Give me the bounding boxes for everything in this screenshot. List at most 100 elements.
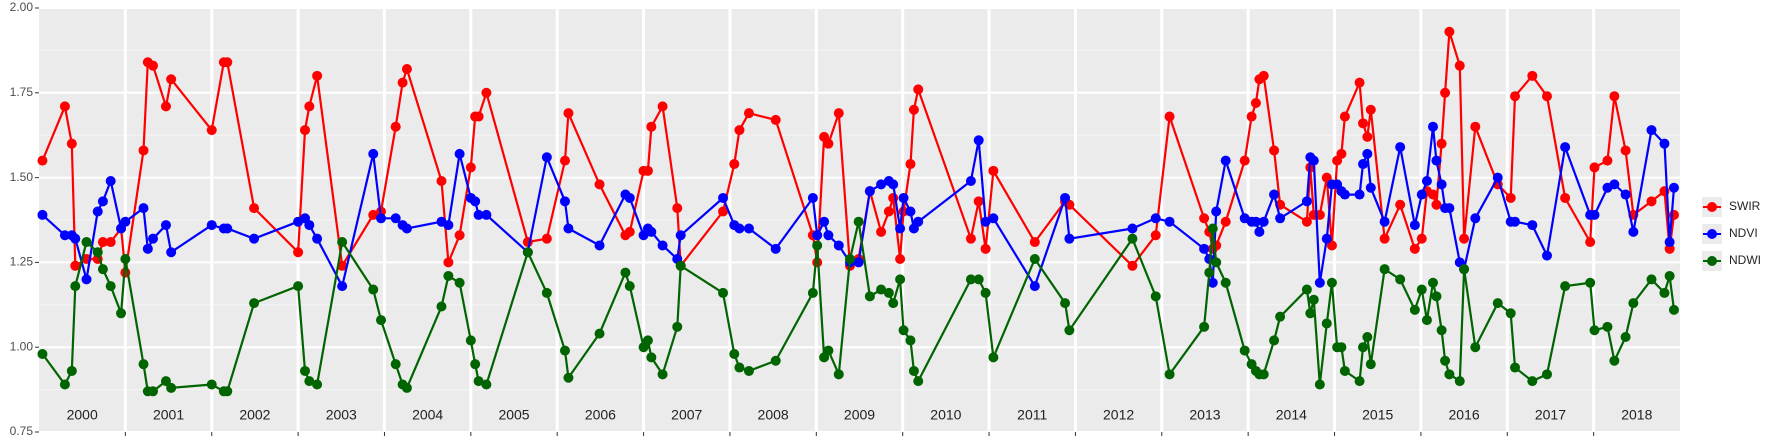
year-label: 2008 — [758, 407, 789, 423]
point — [1269, 189, 1280, 200]
point — [1609, 355, 1620, 366]
point — [368, 284, 379, 295]
point — [376, 213, 387, 224]
point — [368, 148, 379, 159]
point — [1207, 223, 1218, 234]
point — [337, 260, 348, 271]
point — [812, 230, 823, 241]
point — [397, 77, 408, 88]
y-tick-label: 0.75 — [10, 424, 34, 438]
point — [1199, 321, 1210, 332]
point — [1164, 216, 1175, 227]
point — [148, 233, 159, 244]
point — [1305, 308, 1316, 319]
point — [1379, 264, 1390, 275]
point — [1560, 192, 1571, 203]
point — [66, 365, 77, 376]
year-label: 2016 — [1449, 407, 1480, 423]
point — [1220, 216, 1231, 227]
point — [160, 220, 171, 231]
point — [166, 247, 177, 258]
point — [337, 281, 348, 292]
point — [1560, 281, 1571, 292]
point — [116, 308, 127, 319]
point — [1409, 243, 1420, 254]
point — [888, 179, 899, 190]
point — [718, 287, 729, 298]
point — [1029, 281, 1040, 292]
point — [1164, 111, 1175, 122]
point — [1365, 359, 1376, 370]
point — [1275, 213, 1286, 224]
point — [249, 298, 260, 309]
year-label: 2004 — [412, 407, 443, 423]
point — [1211, 206, 1222, 217]
point — [1646, 196, 1657, 207]
point — [293, 247, 304, 258]
point — [1365, 104, 1376, 115]
point — [1492, 298, 1503, 309]
point — [206, 125, 217, 136]
y-tick-label: 1.00 — [10, 339, 34, 353]
point — [1560, 142, 1571, 153]
point — [443, 270, 454, 281]
point — [97, 237, 108, 248]
point — [1339, 189, 1350, 200]
point — [905, 159, 916, 170]
point — [1427, 121, 1438, 132]
point — [853, 257, 864, 268]
point — [160, 101, 171, 112]
point — [97, 264, 108, 275]
point — [657, 101, 668, 112]
point — [1354, 189, 1365, 200]
point — [1459, 233, 1470, 244]
point — [1127, 260, 1138, 271]
point — [138, 203, 149, 214]
point — [1314, 379, 1325, 390]
point — [1421, 315, 1432, 326]
point — [1409, 220, 1420, 231]
point — [1336, 148, 1347, 159]
point — [895, 223, 906, 234]
year-label: 2015 — [1362, 407, 1393, 423]
point — [1269, 335, 1280, 346]
point — [206, 379, 217, 390]
point — [1416, 284, 1427, 295]
point — [743, 223, 754, 234]
point — [1620, 145, 1631, 156]
point — [898, 192, 909, 203]
year-label: 2006 — [585, 407, 616, 423]
point — [1589, 162, 1600, 173]
point — [1258, 70, 1269, 81]
point — [672, 321, 683, 332]
point — [646, 121, 657, 132]
y-tick-label: 2.00 — [10, 0, 34, 14]
point — [1204, 267, 1215, 278]
point — [443, 257, 454, 268]
point — [1354, 77, 1365, 88]
point — [833, 108, 844, 119]
point — [1527, 220, 1538, 231]
point — [905, 206, 916, 217]
point — [1339, 111, 1350, 122]
point — [1321, 233, 1332, 244]
point — [120, 216, 131, 227]
point — [160, 376, 171, 387]
point — [1585, 277, 1596, 288]
point — [473, 111, 484, 122]
point — [734, 125, 745, 136]
point — [876, 284, 887, 295]
point — [1454, 376, 1465, 387]
point — [37, 348, 48, 359]
point — [1336, 342, 1347, 353]
point — [481, 209, 492, 220]
point — [1254, 226, 1265, 237]
year-label: 2014 — [1276, 407, 1307, 423]
point — [1246, 111, 1257, 122]
point — [1239, 345, 1250, 356]
point — [770, 355, 781, 366]
point — [898, 325, 909, 336]
point — [481, 379, 492, 390]
year-label: 2007 — [671, 407, 702, 423]
